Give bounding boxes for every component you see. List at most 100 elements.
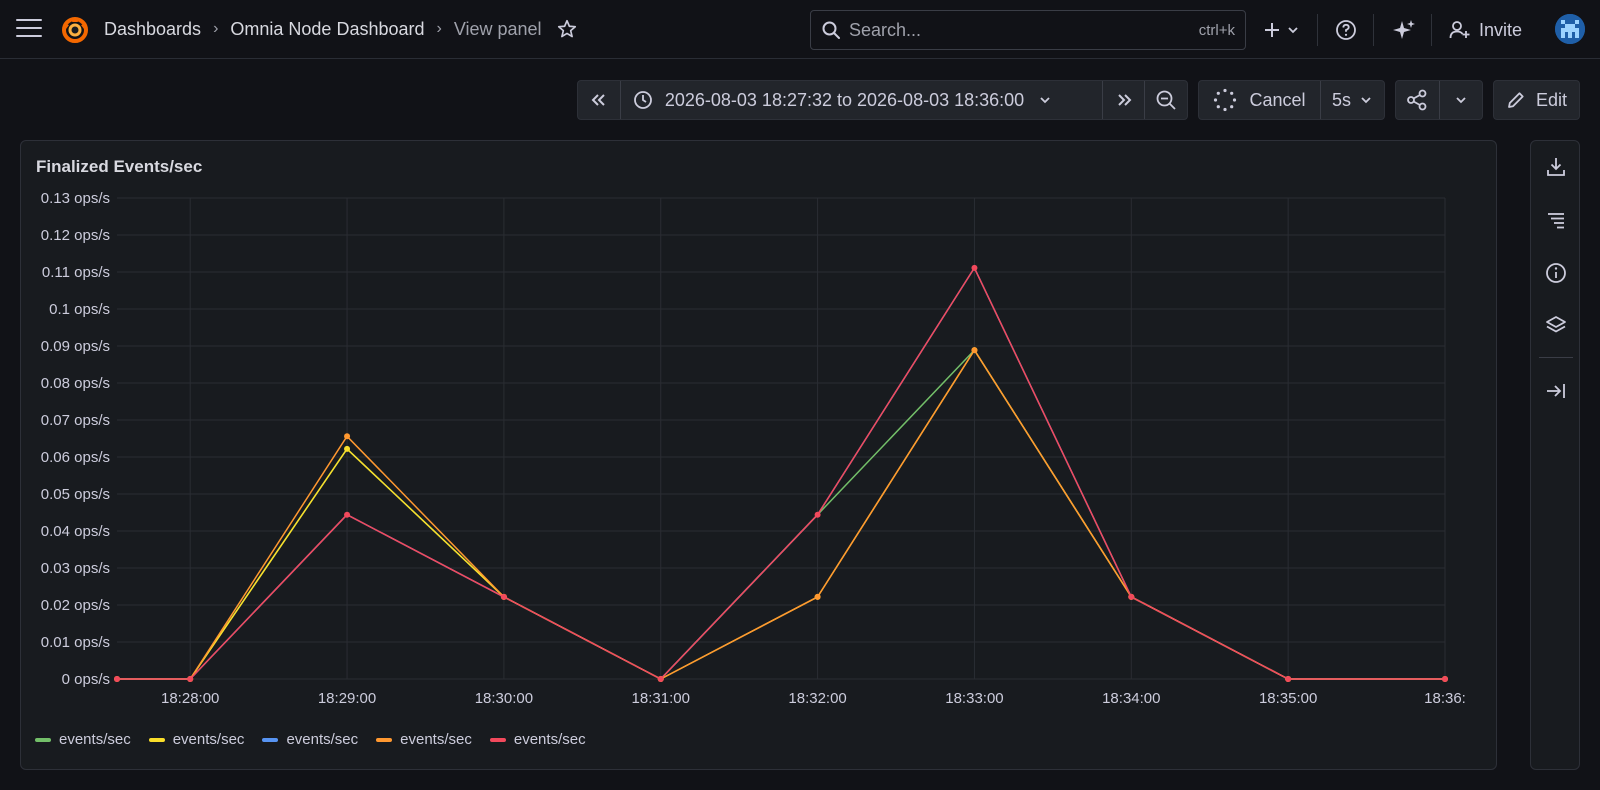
y-tick-label: 0.07 ops/s (41, 412, 110, 429)
ai-sparkle-icon (1393, 20, 1415, 39)
x-tick-label: 18:31:00 (632, 690, 690, 707)
share-group (1395, 80, 1483, 120)
panel-side-pane (1530, 140, 1580, 770)
legend-swatch (376, 737, 393, 742)
new-button[interactable] (1262, 14, 1300, 46)
grafana-logo[interactable] (60, 15, 90, 45)
invite-label: Invite (1479, 19, 1523, 40)
share-options-button[interactable] (1438, 81, 1482, 119)
nav-divider (1317, 14, 1318, 46)
star-icon[interactable] (556, 18, 578, 40)
list-icon[interactable] (1544, 208, 1568, 232)
y-tick-label: 0.01 ops/s (41, 634, 110, 651)
chevron-down-icon (1456, 97, 1466, 104)
shift-back-button[interactable] (578, 81, 620, 119)
breadcrumb-dashboard[interactable]: Omnia Node Dashboard (230, 18, 425, 39)
time-range-button[interactable]: 2026-08-03 18:27:32 to 2026-08-03 18:36:… (619, 81, 1102, 119)
legend-item[interactable]: events/sec (376, 731, 472, 748)
breadcrumb-dashboards[interactable]: Dashboards (104, 18, 202, 39)
loading-spinner-icon (1214, 88, 1237, 112)
series-line (117, 349, 1445, 680)
breadcrumb: Dashboards › Omnia Node Dashboard › View… (104, 18, 578, 40)
data-point (971, 264, 978, 271)
legend-item[interactable]: events/sec (148, 731, 245, 748)
line-chart[interactable]: 0 ops/s 0.01 ops/s 0.02 ops/s 0.03 ops/s 0.0… (21, 141, 1498, 771)
nav-divider (1431, 14, 1432, 46)
panel: Finalized Events/sec 0 ops/s 0.01 ops/s 0.… (20, 140, 1497, 770)
legend-item[interactable]: events/sec (35, 731, 131, 748)
legend-label: events/sec (172, 731, 245, 748)
shift-forward-button[interactable] (1102, 81, 1144, 119)
time-range-label: 2026-08-03 18:27:32 to 2026-08-03 18:36:… (664, 89, 1025, 110)
breadcrumb-current: View panel (453, 18, 542, 39)
data-point (814, 593, 821, 600)
y-tick-label: 0.12 ops/s (41, 227, 110, 244)
time-range-picker: 2026-08-03 18:27:32 to 2026-08-03 18:36:… (577, 80, 1188, 120)
data-point (657, 676, 664, 682)
y-tick-label: 0.06 ops/s (41, 449, 110, 466)
zoom-out-button[interactable] (1144, 81, 1187, 119)
chevron-down-icon (1288, 27, 1298, 34)
x-tick-label: 18:35:00 (1259, 690, 1317, 707)
data-point (1442, 676, 1448, 682)
y-tick-label: 0.08 ops/s (41, 375, 110, 392)
cancel-label: Cancel (1249, 89, 1306, 110)
series-line (117, 267, 1445, 680)
search-icon (822, 21, 840, 39)
legend-label: events/sec (400, 731, 472, 748)
y-tick-label: 0.03 ops/s (41, 560, 110, 577)
user-plus-icon (1449, 21, 1470, 39)
data-point (971, 347, 978, 354)
edit-label: Edit (1535, 89, 1568, 110)
clock-icon (633, 91, 652, 109)
share-button[interactable] (1396, 81, 1439, 119)
refresh-interval-label: 5s (1331, 89, 1351, 110)
edit-button[interactable]: Edit (1494, 81, 1579, 119)
collapse-right-icon[interactable] (1544, 379, 1568, 403)
x-tick-label: 18:30:00 (475, 690, 533, 707)
legend-swatch (148, 737, 165, 742)
assistant-button[interactable] (1392, 14, 1416, 46)
x-tick-label: 18:29:00 (318, 690, 376, 707)
legend-item[interactable]: events/sec (262, 731, 358, 748)
data-point (187, 676, 194, 682)
data-point (1128, 593, 1135, 600)
share-icon (1407, 89, 1427, 111)
data-point (814, 511, 821, 518)
search-shortcut: ctrl+k (1198, 21, 1235, 39)
x-tick-label: 18:28:00 (161, 690, 219, 707)
help-button[interactable] (1335, 14, 1357, 46)
layers-icon[interactable] (1544, 314, 1568, 338)
data-point (344, 511, 351, 518)
y-tick-label: 0.11 ops/s (42, 264, 110, 281)
help-icon (1336, 20, 1356, 40)
chevron-double-right-icon (1117, 94, 1132, 106)
legend-swatch (489, 737, 506, 742)
avatar-image (1555, 14, 1585, 44)
chevron-down-icon (1040, 97, 1050, 104)
cancel-button[interactable]: Cancel (1199, 81, 1320, 119)
legend-label: events/sec (59, 731, 131, 748)
chevron-right-icon: › (436, 20, 442, 37)
refresh-interval-select[interactable]: 5s (1320, 81, 1384, 119)
download-icon[interactable] (1544, 155, 1568, 179)
legend-label: events/sec (286, 731, 359, 748)
x-tick-label: 18:33:00 (945, 690, 1003, 707)
legend-item[interactable]: events/sec (489, 731, 586, 748)
series-line (117, 349, 1445, 680)
invite-button[interactable]: Invite (1449, 14, 1522, 46)
info-icon[interactable] (1544, 261, 1568, 285)
edit-group: Edit (1493, 80, 1580, 120)
data-point (1285, 676, 1292, 682)
menu-icon[interactable] (16, 19, 42, 39)
data-point (344, 445, 351, 452)
y-tick-label: 0 ops/s (62, 671, 110, 688)
data-point (344, 433, 351, 440)
side-pane-divider (1539, 357, 1573, 358)
top-nav-bar: Dashboards › Omnia Node Dashboard › View… (0, 0, 1600, 59)
refresh-picker: Cancel 5s (1198, 80, 1385, 120)
chevron-double-left-icon (591, 94, 605, 106)
search-input[interactable]: Search... ctrl+k (810, 10, 1246, 50)
avatar[interactable] (1555, 14, 1585, 44)
search-placeholder: Search... (849, 19, 922, 40)
